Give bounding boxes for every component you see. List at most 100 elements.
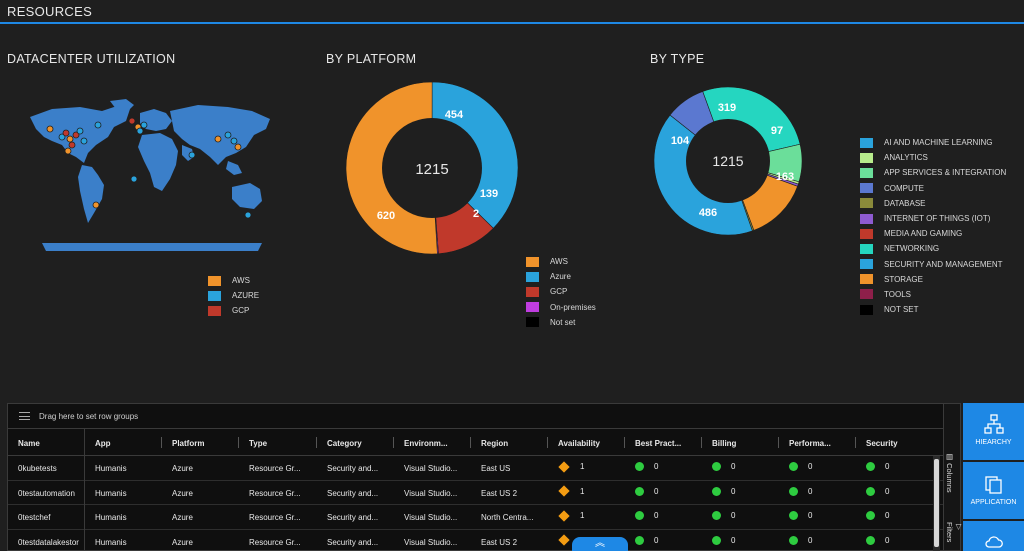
col-header-region[interactable]: Region [481,439,509,448]
cell-platform: Azure [172,488,193,498]
map-legend-item[interactable]: GCP [208,303,259,318]
cell-best: 0 [635,486,658,496]
cell-app: Humanis [95,513,127,522]
donut-hole [382,118,482,218]
cell-type: Resource Gr... [249,513,301,522]
azure-swatch [526,271,539,282]
type-legend-item[interactable]: COMPUTE [860,181,1006,196]
col-header-availability[interactable]: Availability [558,439,600,448]
type-legend: AI AND MACHINE LEARNING ANALYTICS APP SE… [860,135,1006,317]
collapse-button[interactable]: ︽ [572,537,628,551]
platform-donut-chart[interactable]: 1215 454 139 2 620 [346,82,518,254]
status-dot-icon [866,535,875,545]
cell-best: 0 [635,511,658,520]
cell-name: 0testchef [18,513,51,522]
status-dot-icon [789,462,798,471]
col-header-name[interactable]: Name [18,439,40,448]
table-row[interactable]: 0testautomation Humanis Azure Resource Gr..… [8,481,943,505]
table-row[interactable]: 0testdatalakestor Humanis Azure Resource Gr… [8,530,943,551]
type-legend-item[interactable]: MEDIA AND GAMING [860,226,1006,241]
warning-diamond-icon [558,534,570,546]
scrollbar-thumb[interactable] [934,459,939,547]
cell-name: 0kubetests [18,464,57,473]
status-dot-icon [712,511,721,520]
map-legend-item[interactable]: AZURE [208,288,259,303]
filters-tab[interactable]: ▽ Filters [945,522,963,543]
onprem-swatch [526,302,539,313]
cell-platform: Azure [172,537,193,547]
type-donut-chart[interactable]: 1215 319 97 104 163 486 [654,87,802,235]
status-dot-icon [866,462,875,471]
columns-tab[interactable]: ▥ Columns [945,452,954,493]
table-row[interactable]: 0kubetests Humanis Azure Resource Gr... Secu… [8,456,943,481]
type-legend-item[interactable]: NOT SET [860,302,1006,317]
resources-grid: Drag here to set row groups Name App Pla… [7,403,944,551]
application-icon [985,476,1002,494]
type-label-networking: 319 [718,102,736,114]
col-header-platform[interactable]: Platform [172,439,205,448]
status-dot-icon [635,535,644,545]
status-dot-icon [635,462,644,471]
platform-legend-item[interactable]: On-premises [526,300,596,315]
cell-category: Security and... [327,464,379,473]
cell-region: East US 2 [481,537,518,547]
gcp-swatch [526,286,539,297]
world-map[interactable] [22,95,276,255]
ai-ml-swatch [860,137,873,148]
warning-diamond-icon [558,509,570,522]
type-legend-item[interactable]: STORAGE [860,272,1006,287]
cell-region: East US [481,464,511,473]
row-group-panel[interactable]: Drag here to set row groups [8,404,943,429]
hierarchy-button[interactable]: HIEARCHY [963,403,1024,460]
tools-swatch [860,289,873,300]
platform-legend-item[interactable]: Not set [526,315,596,330]
warning-diamond-icon [558,485,570,497]
type-legend-item[interactable]: APP SERVICES & INTEGRATION [860,165,1006,180]
type-legend-item[interactable]: INTERNET OF THINGS (IOT) [860,211,1006,226]
platform-legend-item[interactable]: AWS [526,254,596,269]
azure-swatch [208,290,221,301]
col-header-type[interactable]: Type [249,439,268,448]
type-legend-item[interactable]: TOOLS [860,287,1006,302]
table-row[interactable]: 0testchef Humanis Azure Resource Gr... Secur… [8,505,943,530]
networking-swatch [860,243,873,254]
cell-type: Resource Gr... [249,464,301,473]
application-button[interactable]: APPLICATION [963,462,1024,519]
grid-scrollbar[interactable] [933,456,940,551]
type-label-storage: 163 [776,171,794,183]
col-header-app[interactable]: App [95,439,111,448]
iot-swatch [860,213,873,224]
cell-billing: 0 [712,486,735,496]
cell-type: Resource Gr... [249,488,301,498]
map-legend-item[interactable]: AWS [208,273,259,288]
platform-label-gcp: 139 [480,188,498,200]
type-legend-item[interactable]: DATABASE [860,196,1006,211]
grid-side-panel: ▥ Columns ▽ Filters [944,403,963,551]
cloud-icon [985,536,1003,548]
type-legend-item[interactable]: ANALYTICS [860,150,1006,165]
col-header-category[interactable]: Category [327,439,362,448]
hierarchy-icon [984,414,1004,434]
cell-availability: 1 [558,485,584,497]
type-legend-item[interactable]: SECURITY AND MANAGEMENT [860,257,1006,272]
col-header-security[interactable]: Security [866,439,898,448]
col-header-environment[interactable]: Environm... [404,439,448,448]
col-header-performance[interactable]: Performa... [789,439,831,448]
cell-env: Visual Studio... [404,513,458,522]
status-dot-icon [789,535,798,545]
cell-name: 0testdatalakestor [18,537,79,547]
type-legend-item[interactable]: AI AND MACHINE LEARNING [860,135,1006,150]
col-header-best-practices[interactable]: Best Pract... [635,439,682,448]
type-legend-item[interactable]: NETWORKING [860,241,1006,256]
platform-legend-item[interactable]: Azure [526,269,596,284]
security-swatch [860,259,873,270]
cloud-button[interactable] [963,521,1024,551]
cell-availability: 1 [558,460,584,473]
col-header-billing[interactable]: Billing [712,439,737,448]
platform-legend-item[interactable]: GCP [526,284,596,299]
analytics-swatch [860,152,873,163]
cell-availability: 1 [558,509,584,522]
aws-swatch [526,256,539,267]
cell-app: Humanis [95,537,127,547]
cell-perf: 0 [789,511,812,520]
